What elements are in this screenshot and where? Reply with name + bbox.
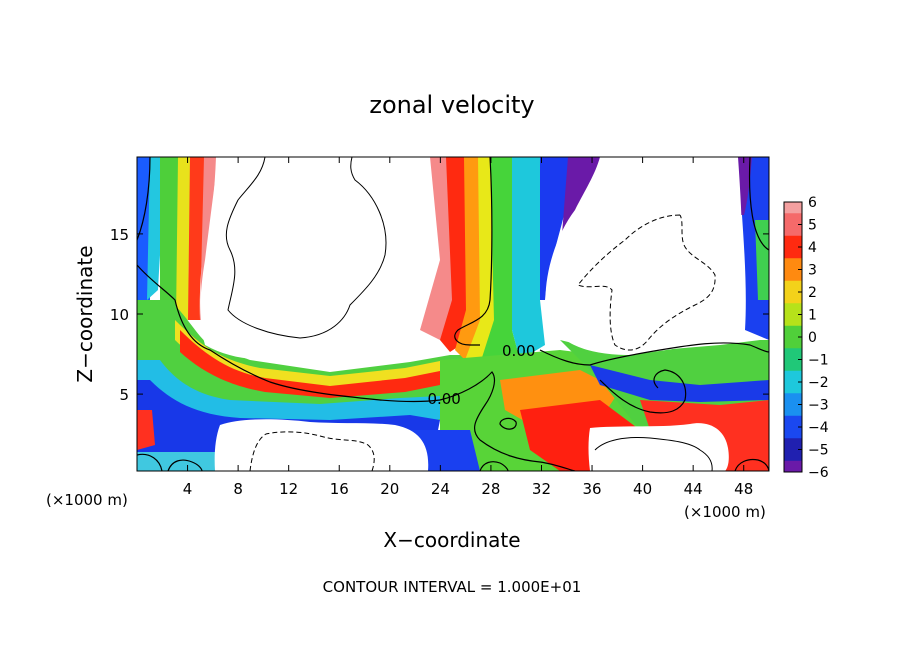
contour-bottom-pocket-1 (137, 453, 163, 471)
colorbar-tick-label: 2 (808, 285, 817, 301)
y-tick-label: 15 (110, 226, 129, 244)
colorbar-swatch (784, 269, 802, 282)
colorbar-tick-label: 6 (808, 195, 817, 211)
jet-cyan (512, 157, 545, 360)
band-low-red (180, 330, 470, 398)
colorbar-swatch (784, 460, 802, 473)
jet-red (440, 157, 468, 352)
x-tick-label: 4 (183, 480, 193, 498)
white-lower-left (214, 419, 429, 471)
colorbar-tick-label: −4 (808, 420, 829, 436)
colorbar-swatch (784, 370, 802, 383)
x-tick-label: 28 (481, 480, 500, 498)
colorbar-swatch (784, 224, 802, 237)
x-tick-label: 12 (279, 480, 298, 498)
colorbar-tick-label: −5 (808, 443, 829, 459)
x-tick-label: 8 (233, 480, 243, 498)
contour-lower-left-loop (249, 431, 375, 471)
x-unit-label-left: (×1000 m) (46, 491, 128, 509)
colorbar-swatch (784, 314, 802, 327)
contour-corner-right (734, 458, 769, 471)
colorbar-swatch (784, 280, 802, 293)
colorbar-tick-label: −3 (808, 398, 829, 414)
y-tick-label: 10 (110, 306, 129, 324)
colorbar: 6 5 4 3 2 1 0 −1 −2 −3 −4 −5 −6 (783, 195, 829, 481)
contour-right-column (748, 157, 769, 251)
colorbar-swatch (784, 449, 802, 462)
contour-interval-footer: CONTOUR INTERVAL = 1.000E+01 (323, 578, 582, 596)
x-tick-label: 32 (532, 480, 551, 498)
y-axis-label: Z−coordinate (73, 245, 97, 382)
x-tick-label: 36 (582, 480, 601, 498)
colorbar-swatch (784, 348, 802, 360)
colorbar-tick-label: 0 (808, 330, 817, 346)
x-tick-label: 40 (633, 480, 652, 498)
white-lower-right (588, 423, 729, 471)
contour-bottom-pocket-2 (167, 459, 203, 471)
x-tick-label: 16 (330, 480, 349, 498)
colorbar-swatch (784, 235, 802, 248)
x-tick-label: 24 (431, 480, 450, 498)
jet-orange (455, 157, 482, 360)
contour-label-group: 0.00 0.00 (427, 342, 535, 408)
colorbar-swatch (784, 337, 802, 349)
chart-title: zonal velocity (369, 91, 534, 119)
contour-lines (137, 157, 769, 471)
colorbar-tick-label: 5 (808, 218, 817, 234)
contour-small-loop (499, 417, 517, 430)
colorbar-swatch (784, 292, 802, 304)
colorbar-swatch (784, 258, 802, 270)
colorbar-tick-label: −1 (808, 353, 829, 369)
x-tick-label: 44 (684, 480, 703, 498)
right-column-green (755, 220, 769, 300)
colorbar-tick-label: −2 (808, 375, 829, 391)
contour-label: 0.00 (427, 390, 460, 408)
x-axis: 4 8 12 16 20 24 28 32 36 40 44 48 (183, 157, 753, 498)
pocket-left-red (137, 410, 155, 450)
contour-upper-right-dashed (577, 214, 716, 351)
colorbar-tick-label: −6 (808, 465, 829, 481)
band-low-cyan (137, 360, 470, 425)
colorbar-swatch (784, 213, 802, 225)
contour-bottom-pocket-3 (479, 461, 509, 471)
y-axis: 5 10 15 (110, 226, 769, 404)
colorbar-swatch (784, 404, 802, 417)
heatmap-field: 0.00 0.00 (137, 157, 769, 471)
band-low-yellow (175, 320, 480, 388)
right-blue (590, 365, 769, 402)
contour-upper-left-loop (225, 157, 387, 339)
colorbar-swatch (784, 202, 802, 214)
colorbar-swatch (784, 427, 802, 439)
contour-jet-zero (454, 157, 493, 346)
contour-lower-right-loop (594, 437, 713, 471)
colorbar-swatch (784, 359, 802, 372)
colorbar-tick-label: 4 (808, 240, 817, 256)
jet-pink (420, 157, 455, 340)
contour-shear-zero (137, 264, 441, 403)
jet-yellow (465, 157, 495, 370)
contour-right-loop (599, 369, 687, 414)
colorbar-swatch (784, 415, 802, 428)
colorbar-tick-label: 3 (808, 263, 817, 279)
x-tick-label: 48 (734, 480, 753, 498)
contour-jet-right (539, 342, 769, 366)
colorbar-swatch (784, 438, 802, 450)
white-upper-left (200, 157, 430, 360)
x-axis-label: X−coordinate (383, 528, 520, 552)
x-unit-label-right: (×1000 m) (684, 503, 766, 521)
colorbar-swatch (784, 247, 802, 259)
jet-green (478, 157, 520, 380)
colorbar-tick-label: 1 (808, 308, 817, 324)
y-tick-label: 5 (119, 386, 129, 404)
x-tick-label: 20 (380, 480, 399, 498)
colorbar-swatch (784, 303, 802, 315)
contour-mix-loop (439, 371, 576, 471)
colorbar-swatch (784, 382, 802, 394)
colorbar-swatch (784, 325, 802, 338)
contour-label: 0.00 (502, 342, 535, 360)
colorbar-swatch (784, 393, 802, 405)
